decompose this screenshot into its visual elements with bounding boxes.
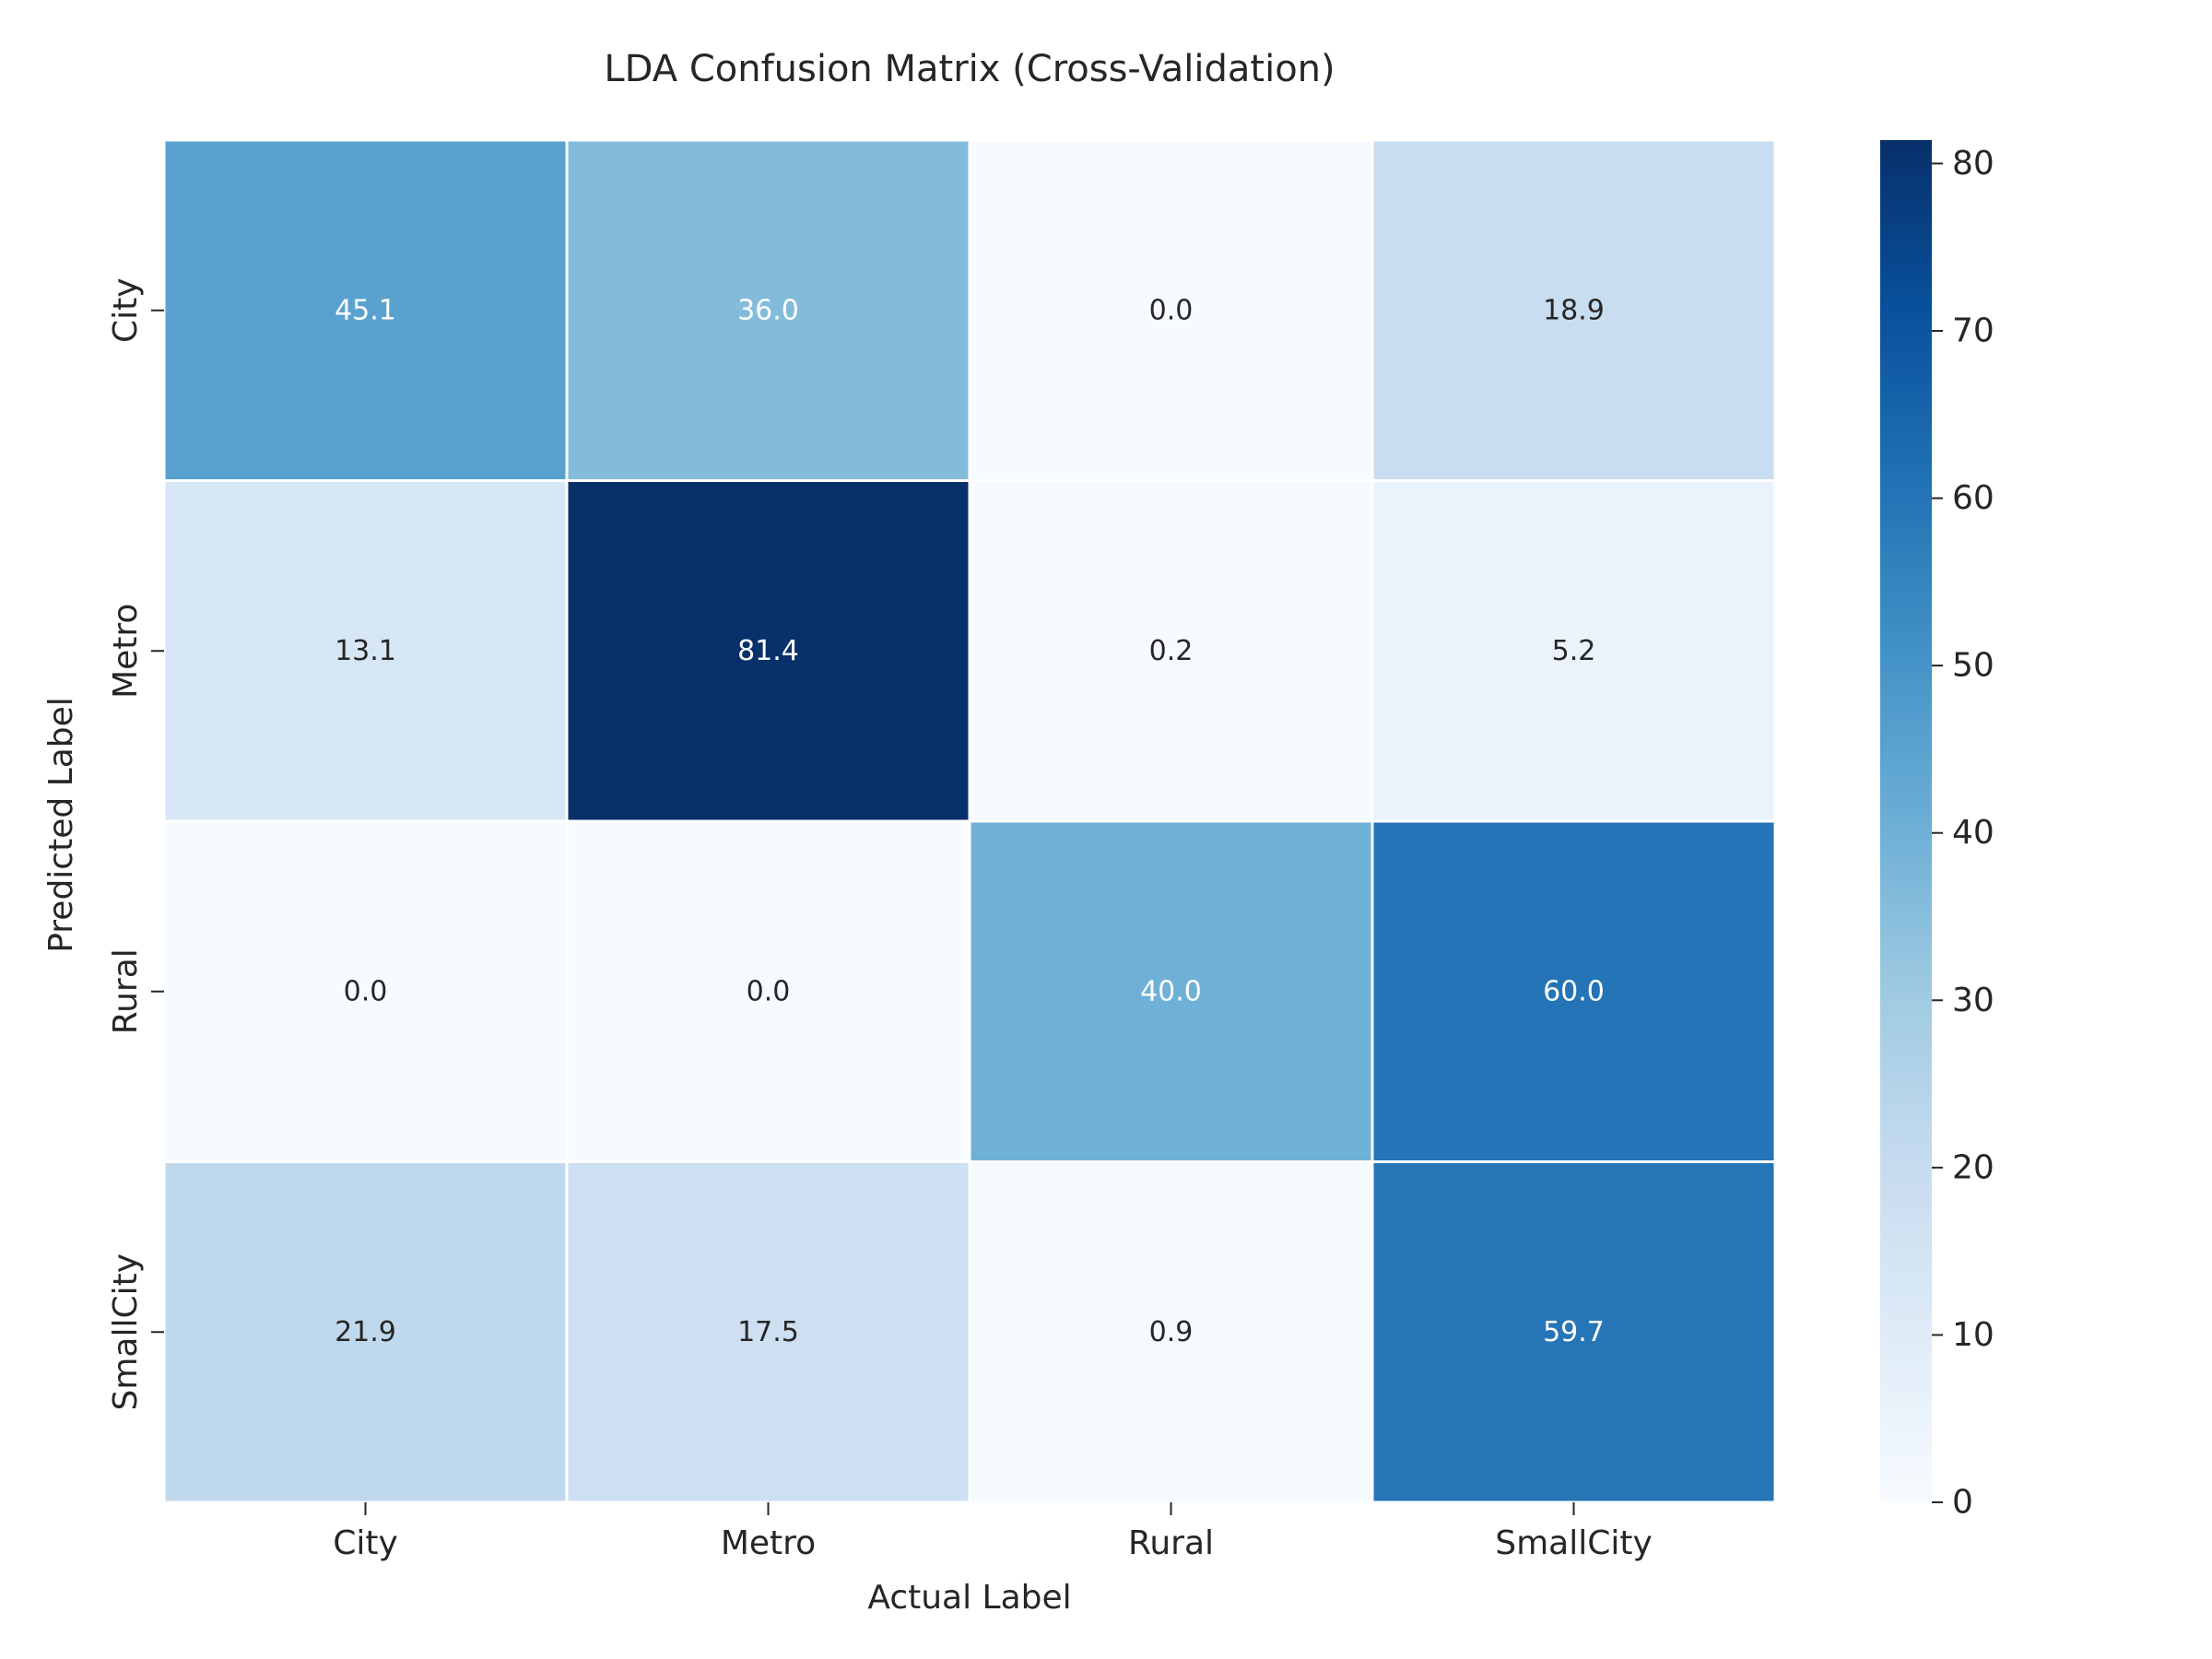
colorbar — [1880, 140, 1932, 1502]
cell-value-label: 59.7 — [1543, 1316, 1605, 1348]
heatmap-cell — [1371, 819, 1777, 1163]
colorbar-tick-label: 70 — [1952, 312, 1994, 349]
colorbar-tick-label: 0 — [1952, 1484, 1973, 1522]
heatmap-cell — [162, 479, 569, 823]
cell-value-label: 40.0 — [1140, 975, 1202, 1007]
heatmap-cell — [968, 138, 1374, 482]
x-tick-label: City — [333, 1524, 398, 1562]
cell-value-label: 5.2 — [1552, 635, 1596, 667]
heatmap-cell — [565, 479, 971, 823]
heatmap-cells: 45.1 36.0 0.0 18.9 13.1 81.4 0.2 5.2 0.0 0.0 40.0 6… — [162, 138, 1777, 1504]
heatmap-cell — [565, 819, 971, 1163]
x-tick-label: SmallCity — [1495, 1524, 1653, 1562]
colorbar-tick-label: 30 — [1952, 982, 1994, 1019]
x-tick-label: Metro — [721, 1524, 816, 1562]
colorbar-tick-label: 20 — [1952, 1148, 1994, 1186]
cell-value-label: 60.0 — [1543, 975, 1605, 1007]
cell-value-label: 0.0 — [747, 975, 791, 1007]
y-tick-label: Rural — [107, 948, 145, 1034]
heatmap-cell — [968, 1160, 1374, 1504]
y-tick-label: City — [107, 277, 145, 343]
y-tick-label: SmallCity — [107, 1253, 145, 1411]
heatmap-cell — [162, 1160, 569, 1504]
heatmap-cell — [162, 138, 569, 482]
cell-value-label: 0.2 — [1149, 635, 1194, 667]
cell-value-label: 81.4 — [737, 635, 799, 667]
heatmap-cell — [1371, 479, 1777, 823]
x-axis-label: Actual Label — [867, 1579, 1071, 1617]
heatmap-cell — [565, 1160, 971, 1504]
y-axis: City Metro Rural SmallCity — [107, 277, 164, 1411]
cell-value-label: 45.1 — [335, 294, 396, 326]
cell-value-label: 36.0 — [737, 294, 799, 326]
y-axis-label: Predicted Label — [42, 697, 80, 953]
cell-value-label: 0.0 — [344, 975, 388, 1007]
heatmap-cell — [1371, 1160, 1777, 1504]
cell-value-label: 17.5 — [737, 1316, 799, 1348]
heatmap-cell — [565, 138, 971, 482]
chart-title: LDA Confusion Matrix (Cross-Validation) — [604, 48, 1335, 90]
heatmap-cell — [1371, 138, 1777, 482]
colorbar-ticks: 0 10 20 30 40 50 60 70 80 — [1932, 145, 1994, 1522]
cell-value-label: 21.9 — [335, 1316, 396, 1348]
y-tick-label: Metro — [107, 604, 145, 699]
colorbar-tick-label: 50 — [1952, 647, 1994, 685]
x-axis: City Metro Rural SmallCity — [333, 1502, 1653, 1562]
cell-value-label: 13.1 — [335, 635, 396, 667]
colorbar-tick-label: 60 — [1952, 479, 1994, 517]
colorbar-tick-label: 40 — [1952, 814, 1994, 852]
colorbar-tick-label: 80 — [1952, 145, 1994, 182]
x-tick-label: Rural — [1128, 1524, 1214, 1562]
cell-value-label: 18.9 — [1543, 294, 1605, 326]
colorbar-tick-label: 10 — [1952, 1316, 1994, 1354]
cell-value-label: 0.9 — [1149, 1316, 1194, 1348]
cell-value-label: 0.0 — [1149, 294, 1194, 326]
